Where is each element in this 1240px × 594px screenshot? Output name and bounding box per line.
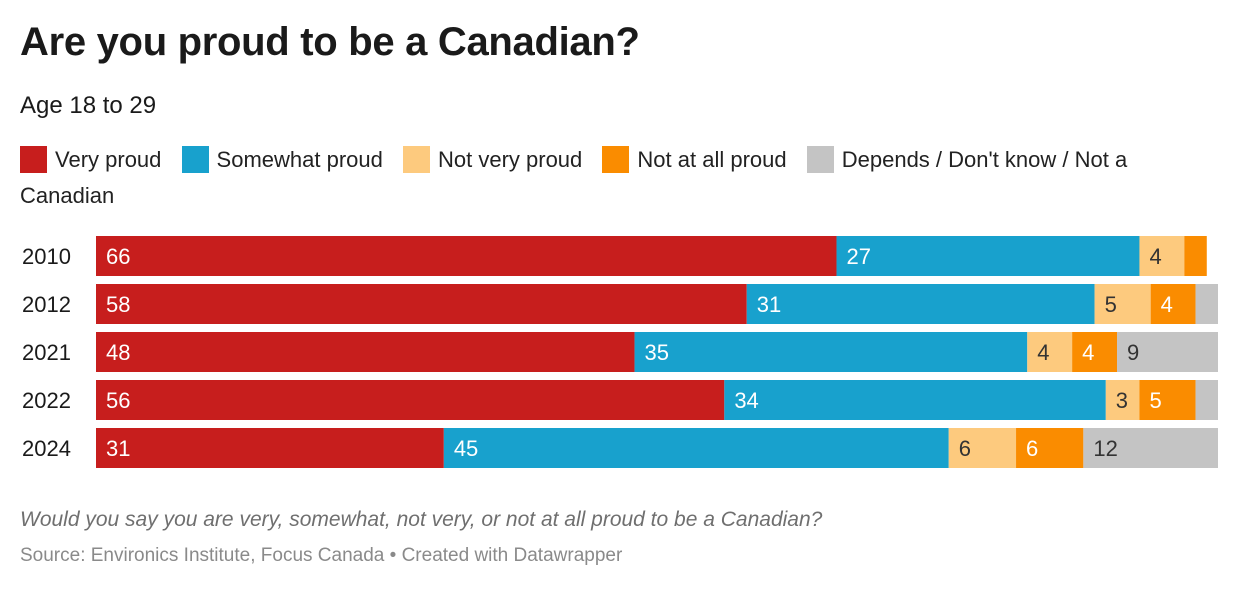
legend-label: Not very proud: [437, 147, 583, 172]
data-label: 31: [757, 292, 781, 317]
data-label: 35: [645, 340, 669, 365]
data-label: 56: [106, 388, 130, 413]
source-line: Source: Environics Institute, Focus Cana…: [20, 545, 622, 567]
bar-segment: [1150, 284, 1196, 324]
bar-segment: [96, 332, 635, 372]
data-label: 27: [847, 244, 871, 269]
bar-segment: [1139, 236, 1185, 276]
bar-segment: [948, 428, 1017, 468]
data-label: 6: [959, 436, 971, 461]
bar-segment: [1027, 332, 1073, 372]
bar-segment: [1072, 332, 1118, 372]
data-label: 5: [1105, 292, 1117, 317]
legend-label: Depends / Don't know / Not a Canadian: [20, 147, 1128, 208]
legend: Very proud Somewhat proud Not very proud…: [20, 142, 1220, 214]
chart-title: Are you proud to be a Canadian?: [20, 20, 640, 64]
data-label: 66: [106, 244, 130, 269]
bar-segment: [1094, 284, 1151, 324]
bar-segment: [1184, 236, 1207, 276]
legend-item-2: Somewhat proud: [181, 146, 383, 173]
legend-item-1: Very proud: [20, 146, 162, 173]
data-label: 6: [1026, 436, 1038, 461]
legend-swatch: [602, 146, 630, 173]
data-label: 31: [106, 436, 130, 461]
bar-segment: [96, 236, 837, 276]
legend-label: Somewhat proud: [216, 147, 383, 172]
legend-item-4: Not at all proud: [602, 146, 787, 173]
data-label: 5: [1149, 388, 1161, 413]
data-label: 4: [1161, 292, 1173, 317]
data-label: 45: [454, 436, 478, 461]
data-label: 4: [1037, 340, 1049, 365]
data-label: 4: [1149, 244, 1161, 269]
data-label: 34: [734, 388, 758, 413]
legend-item-5: Depends / Don't know / Not a Canadian: [20, 146, 1128, 208]
category-label: 2010: [22, 244, 71, 269]
legend-swatch: [20, 146, 47, 173]
legend-label: Not at all proud: [637, 147, 787, 172]
legend-swatch: [402, 146, 430, 173]
bar-segment: [1105, 380, 1140, 420]
data-label: 3: [1116, 388, 1128, 413]
credit-label: Created with Datawrapper: [401, 545, 623, 566]
data-label: 12: [1093, 436, 1117, 461]
legend-label: Very proud: [55, 147, 162, 172]
data-label: 58: [106, 292, 130, 317]
category-label: 2022: [22, 388, 71, 413]
source-label: Source: Environics Institute, Focus Cana…: [20, 545, 385, 566]
bar-segment: [96, 380, 725, 420]
category-label: 2024: [22, 436, 71, 461]
bar-segment: [1195, 284, 1218, 324]
separator: •: [389, 545, 397, 566]
bar-segment: [1016, 428, 1084, 468]
bar-segment: [1139, 380, 1196, 420]
bar-segment: [634, 332, 1028, 372]
bar-segment: [1117, 332, 1218, 372]
bar-segment: [1195, 380, 1218, 420]
bar-segment: [724, 380, 1106, 420]
data-label: 9: [1127, 340, 1139, 365]
bar-segment: [96, 284, 747, 324]
category-label: 2012: [22, 292, 71, 317]
category-label: 2021: [22, 340, 71, 365]
bar-segment: [96, 428, 444, 468]
chart-subtitle: Age 18 to 29: [20, 92, 157, 119]
data-label: 48: [106, 340, 130, 365]
bar-segment: [836, 236, 1140, 276]
bar-segment: [746, 284, 1095, 324]
bar-segment: [1083, 428, 1218, 468]
data-label: 4: [1082, 340, 1094, 365]
legend-swatch: [806, 146, 834, 173]
legend-swatch: [181, 146, 209, 173]
legend-item-3: Not very proud: [402, 146, 583, 173]
bar-segment: [443, 428, 949, 468]
chart-description: Would you say you are very, somewhat, no…: [20, 508, 823, 531]
